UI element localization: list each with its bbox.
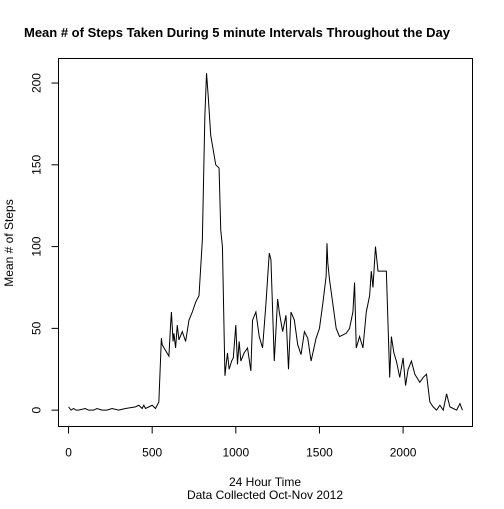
y-tick-label: 200 [30, 73, 44, 93]
x-axis-sublabel: Data Collected Oct-Nov 2012 [187, 488, 343, 502]
x-tick-label: 1500 [306, 446, 333, 460]
y-axis-label: Mean # of Steps [2, 199, 16, 286]
x-axis: 0 500 1000 1500 2000 [65, 426, 417, 460]
y-tick-label: 100 [30, 236, 44, 256]
x-tick-label: 2000 [390, 446, 417, 460]
y-tick-label: 50 [30, 321, 44, 335]
y-axis: 0 50 100 150 200 [30, 73, 59, 413]
plot-frame [58, 58, 473, 427]
series-line [68, 73, 463, 412]
y-tick-label: 150 [30, 154, 44, 174]
y-tick-label: 0 [30, 406, 44, 413]
x-tick-label: 500 [142, 446, 162, 460]
x-tick-label: 1000 [222, 446, 249, 460]
chart-title: Mean # of Steps Taken During 5 minute In… [24, 25, 451, 40]
x-axis-label: 24 Hour Time [229, 475, 301, 489]
x-tick-label: 0 [65, 446, 72, 460]
